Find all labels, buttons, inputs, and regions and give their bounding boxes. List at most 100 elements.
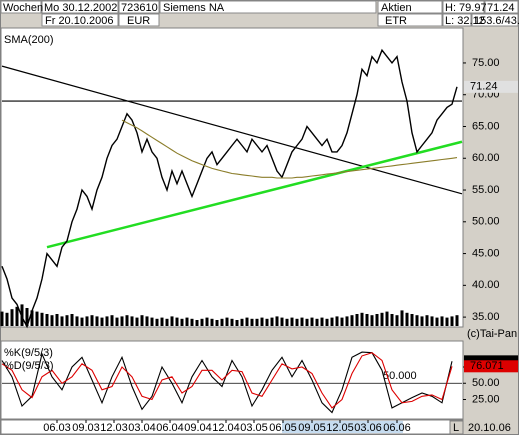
volume-bar <box>75 316 79 326</box>
volume-bar <box>70 314 74 326</box>
box <box>377 13 443 27</box>
volume-bar <box>235 320 239 326</box>
price-pane <box>0 27 464 328</box>
volume-bar <box>320 317 324 326</box>
volume-bar <box>230 318 234 326</box>
y-tick-label: 45.00 <box>472 247 500 259</box>
value-tag-label: 76.071 <box>470 360 504 372</box>
volume-bar <box>270 317 274 326</box>
volume-bar <box>365 314 369 326</box>
volume-bar <box>215 320 219 326</box>
series-line <box>1 352 453 409</box>
y-tick-label: 65.00 <box>472 120 500 132</box>
volume-bar <box>350 315 354 326</box>
trendline <box>1 65 463 195</box>
wkn: 723610 <box>121 2 158 14</box>
range: 153.6/43.1 <box>474 15 519 27</box>
l-button-label: L <box>453 422 459 434</box>
reference-label: 50.000 <box>383 370 417 382</box>
volume-bar <box>390 314 394 326</box>
volume-bar <box>140 315 144 326</box>
volume-bar <box>145 316 149 326</box>
volume-bar <box>65 315 69 326</box>
x-tick-label: 06.06 <box>383 422 411 434</box>
volume-bar <box>385 311 389 326</box>
volume-bar <box>290 317 294 326</box>
volume-bar <box>115 317 119 326</box>
volume-bar <box>160 317 164 326</box>
volume-bar <box>195 320 199 326</box>
low: L: 32.12 <box>445 15 485 27</box>
box <box>118 0 160 14</box>
box <box>41 13 119 27</box>
volume-bar <box>210 318 214 326</box>
start-date: Mo 30.12.2002 <box>44 2 117 14</box>
volume-bar <box>105 316 109 326</box>
volume-bar <box>395 315 399 326</box>
box <box>442 0 485 14</box>
box <box>442 13 472 27</box>
volume-bar <box>375 314 379 326</box>
volume-bar <box>255 318 259 326</box>
volume-bar <box>380 312 384 326</box>
volume-bar <box>205 317 209 326</box>
y-tick-label: 60.00 <box>472 152 500 164</box>
stock-name: Siemens NA <box>163 2 225 14</box>
volume-bar <box>135 317 139 326</box>
value-tag <box>464 360 518 373</box>
volume-bar <box>170 316 174 326</box>
volume-bar <box>40 312 44 326</box>
box <box>159 0 377 14</box>
volume-bar <box>405 312 409 326</box>
volume-bar <box>35 311 39 326</box>
volume-bar <box>370 315 374 326</box>
l-button[interactable] <box>449 420 464 435</box>
volume-bar <box>0 311 4 326</box>
y-tick-label: 50.00 <box>472 377 500 389</box>
volume-bar <box>260 317 264 326</box>
volume-bar <box>435 317 439 326</box>
volume-bar <box>325 318 329 326</box>
volume-bar <box>155 318 159 326</box>
volume-bar <box>165 318 169 326</box>
currency: EUR <box>127 15 150 27</box>
volume-bar <box>275 316 279 326</box>
volume-bar <box>285 318 289 326</box>
period: Wochen <box>3 2 43 14</box>
volume-bar <box>220 318 224 326</box>
volume-bar <box>10 309 14 326</box>
volume-bar <box>355 314 359 326</box>
y-tick-label: 55.00 <box>472 184 500 196</box>
x-tick-label: 03.04 <box>128 422 156 434</box>
exchange: ETR <box>385 15 407 27</box>
box <box>0 0 42 14</box>
volume-bar <box>455 315 459 326</box>
x-tick-label: 12.04 <box>212 422 240 434</box>
volume-bar <box>225 317 229 326</box>
volume-bar <box>315 318 319 326</box>
box <box>377 0 443 14</box>
volume-bar <box>240 318 244 326</box>
volume-bar <box>50 315 54 326</box>
volume-bar <box>250 318 254 326</box>
volume-bar <box>185 317 189 326</box>
legend-entry: %K(9/5/3) <box>4 347 53 359</box>
volume-bar <box>125 315 129 326</box>
volume-bar <box>85 316 89 326</box>
series-line <box>121 119 458 179</box>
kind: Aktien <box>381 2 412 14</box>
box <box>471 13 519 27</box>
volume-bar <box>80 317 84 326</box>
x-tick-label: 03.05 <box>240 422 268 434</box>
volume-bar <box>200 318 204 326</box>
series-line <box>1 48 458 329</box>
value-tag <box>464 80 518 93</box>
volume-bar <box>360 312 364 326</box>
volume-bar <box>430 316 434 326</box>
volume-bar <box>410 314 414 326</box>
x-tick-label: 06.03 <box>43 422 71 434</box>
volume-bar <box>45 314 49 326</box>
volume-bar <box>340 317 344 326</box>
x-tick-label: 09.03 <box>72 422 100 434</box>
